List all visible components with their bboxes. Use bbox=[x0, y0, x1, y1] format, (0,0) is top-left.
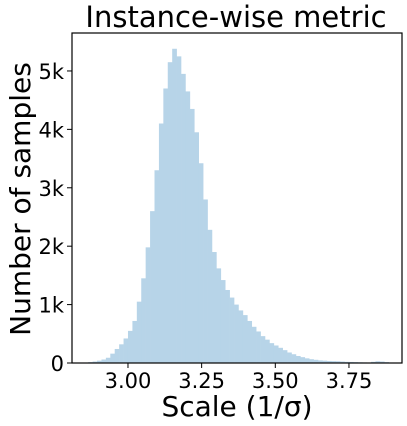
histogram-bar bbox=[326, 360, 332, 363]
histogram-bar bbox=[269, 343, 275, 363]
histogram-bar bbox=[331, 361, 337, 363]
histogram-bar bbox=[234, 304, 239, 363]
x-tick-label: 3.00 bbox=[105, 369, 152, 393]
histogram-bar bbox=[278, 347, 283, 363]
histogram-bar bbox=[256, 331, 261, 363]
histogram-bar bbox=[132, 320, 138, 363]
histogram-bar bbox=[291, 354, 297, 363]
x-tick-label: 3.75 bbox=[326, 369, 373, 393]
x-tick-label: 3.50 bbox=[252, 369, 299, 393]
histogram-bar bbox=[141, 278, 146, 363]
histogram-bar bbox=[97, 360, 102, 363]
histogram-bar bbox=[198, 163, 204, 363]
plot-area-frame bbox=[71, 32, 403, 364]
histogram-bar bbox=[163, 88, 169, 364]
histogram-bar bbox=[127, 330, 133, 363]
x-axis-ticks: 3.00 3.25 3.50 3.75 bbox=[105, 363, 373, 393]
histogram-bar bbox=[335, 361, 341, 363]
histogram-bar bbox=[216, 268, 222, 363]
histogram-bar bbox=[375, 361, 381, 363]
y-tick-label: 5k bbox=[38, 60, 64, 84]
histogram-bar bbox=[242, 315, 248, 363]
histogram-bar bbox=[309, 359, 314, 363]
histogram-bar bbox=[92, 361, 98, 363]
histogram-bar bbox=[322, 360, 328, 363]
histogram-bar bbox=[304, 358, 310, 363]
histogram-bar bbox=[203, 199, 208, 363]
histogram-bar bbox=[287, 352, 292, 363]
histogram-bar bbox=[114, 348, 120, 363]
histogram-bar bbox=[207, 229, 213, 363]
histogram-bar bbox=[101, 359, 107, 363]
histogram-bar bbox=[110, 353, 116, 363]
y-axis-ticks: 0 1k 2k 3k 4k 5k bbox=[38, 60, 72, 376]
histogram-bar bbox=[136, 301, 142, 363]
histogram-bar bbox=[379, 361, 385, 363]
histogram-bar bbox=[318, 360, 323, 363]
y-tick-label: 0 bbox=[51, 352, 64, 376]
histogram-bar bbox=[154, 170, 160, 363]
histogram-bar bbox=[229, 297, 235, 363]
histogram-bar bbox=[194, 132, 199, 363]
histogram-bar bbox=[185, 91, 191, 363]
histogram-bar bbox=[273, 345, 279, 363]
y-tick-label: 2k bbox=[38, 235, 64, 259]
histogram-bar bbox=[211, 252, 217, 363]
histogram-bar bbox=[295, 355, 301, 363]
histogram-bar bbox=[220, 280, 226, 363]
histogram-bar bbox=[247, 320, 253, 363]
histogram-bar bbox=[105, 357, 111, 363]
histogram-bar bbox=[340, 361, 345, 363]
histogram-bar bbox=[119, 344, 124, 363]
chart-title: Instance-wise metric bbox=[85, 0, 386, 34]
y-tick-label: 3k bbox=[38, 177, 64, 201]
y-axis-label: Number of samples bbox=[4, 62, 37, 336]
x-tick-label: 3.25 bbox=[178, 369, 225, 393]
histogram-bar bbox=[167, 62, 173, 363]
x-axis-label: Scale (1/σ) bbox=[161, 390, 312, 423]
histogram-bar bbox=[172, 48, 177, 364]
histogram-bar bbox=[238, 310, 244, 363]
histogram-bar bbox=[176, 56, 182, 364]
histogram-bar bbox=[145, 247, 151, 363]
histogram-bar bbox=[264, 339, 270, 363]
y-tick-label: 1k bbox=[38, 294, 64, 318]
histogram-bar bbox=[123, 338, 129, 363]
histogram-bar bbox=[313, 359, 319, 363]
histogram-bar bbox=[260, 336, 266, 363]
histogram-bar bbox=[181, 73, 186, 363]
histogram-bar bbox=[251, 326, 257, 363]
histogram-bar bbox=[189, 108, 195, 364]
histogram-bar bbox=[150, 211, 155, 363]
histogram-bar bbox=[300, 357, 306, 363]
histogram-bar bbox=[225, 289, 230, 363]
histogram-bar bbox=[158, 123, 164, 363]
histogram-bar bbox=[282, 350, 288, 363]
histogram-bars bbox=[88, 48, 394, 364]
y-tick-label: 4k bbox=[38, 118, 64, 142]
